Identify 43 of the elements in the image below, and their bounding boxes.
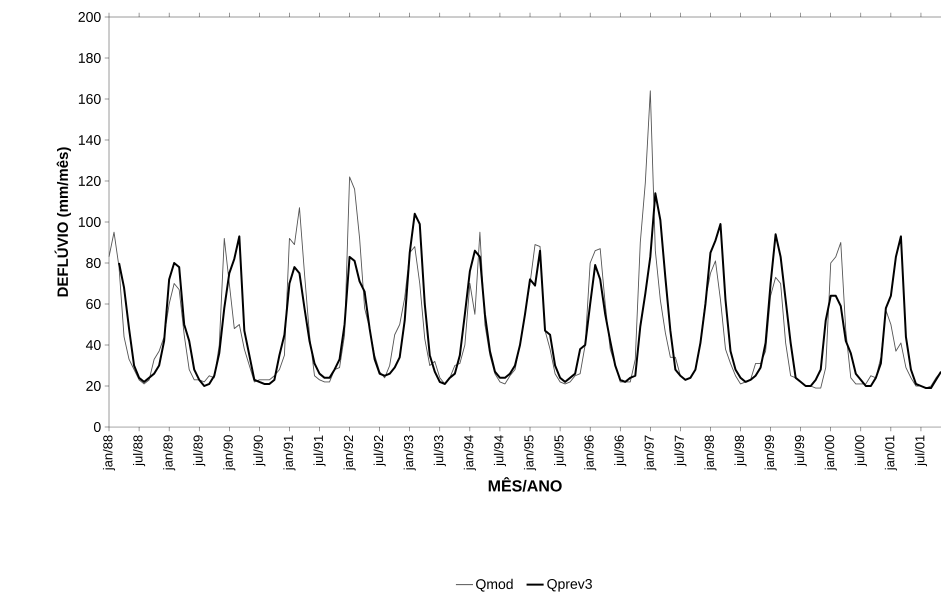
x-tick-label: jul/99 [794,435,807,466]
x-tick-label: jul/89 [193,435,206,466]
x-tick-label: jan/89 [163,435,176,471]
y-tick-label: 160 [78,94,101,104]
y-tick-label: 180 [78,53,101,63]
x-tick-label: jul/98 [734,435,747,466]
y-tick-label: 140 [78,135,101,145]
x-tick-label: jul/91 [313,435,326,466]
y-tick-label: 120 [78,176,101,186]
x-tick-label: jul/90 [253,435,266,466]
x-tick-label: jul/97 [674,435,686,466]
x-axis-title: MÊS/ANO [488,477,562,492]
y-tick-label: 80 [86,258,101,268]
x-tick-label: jan/94 [464,435,476,471]
x-tick-label: jan/01 [884,435,897,471]
y-tick-label: 20 [86,381,101,391]
x-tick-label: jan/93 [404,435,416,471]
x-tick-label: jul/92 [374,435,386,466]
y-tick-label: 40 [86,340,101,350]
x-tick-label: jan/97 [644,435,656,471]
x-tick-label: jan/92 [344,435,356,471]
y-tick-label: 100 [78,217,101,227]
x-tick-label: jul/95 [554,435,566,466]
y-axis-title: DEFLÚVIO (mm/mês) [54,147,71,296]
y-tick-label: 60 [86,299,101,309]
legend-label: Qmod [476,578,513,592]
x-tick-label: jan/90 [223,435,236,471]
legend-label: Qprev3 [547,578,592,592]
x-tick-label: jan/91 [283,435,296,471]
x-tick-label: jul/88 [133,435,146,466]
x-tick-label: jul/00 [854,435,867,466]
x-tick-label: jan/99 [764,435,777,471]
x-tick-label: jul/96 [614,435,626,466]
x-tick-label: jan/00 [824,435,837,471]
x-tick-label: jul/93 [434,435,446,466]
x-tick-label: jul/94 [494,435,506,466]
y-tick-label: 0 [94,422,101,432]
x-tick-label: jul/01 [914,435,928,466]
y-tick-label: 200 [78,12,101,22]
x-tick-label: jan/98 [704,435,717,471]
x-tick-label: jan/88 [102,435,116,471]
x-tick-label: jan/95 [524,435,536,471]
x-tick-label: jan/96 [584,435,596,471]
